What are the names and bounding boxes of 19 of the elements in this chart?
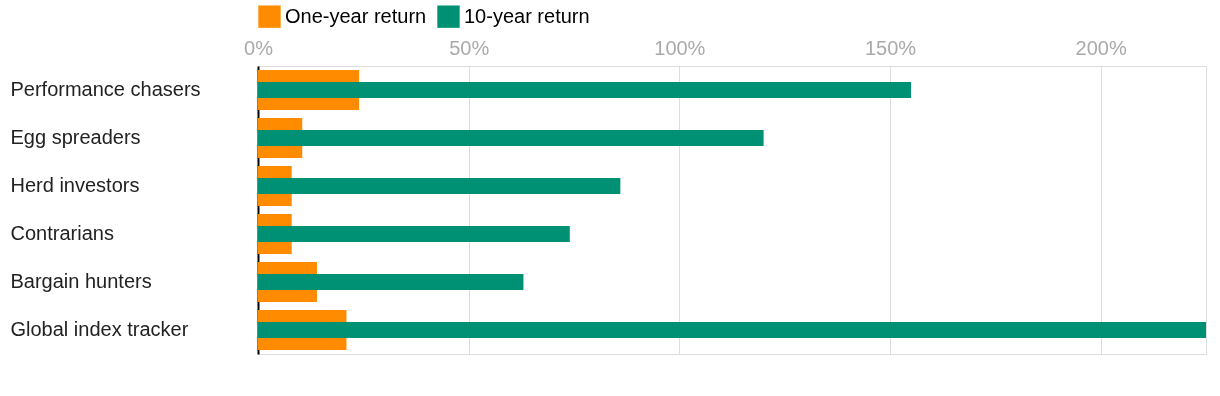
bar [258,130,764,146]
bar [258,178,621,194]
x-tick-label: 50% [449,36,490,59]
x-tick-label: 100% [654,36,706,59]
y-tick-label: Egg spreaders [10,126,141,148]
bar [258,82,912,98]
y-tick-label: Bargain hunters [10,270,152,292]
bar [258,226,570,242]
y-tick-label: Contrarians [10,222,114,244]
bar [258,322,1206,338]
legend-label: 10-year return [464,4,590,27]
legend-label: One-year return [285,4,427,27]
y-tick-label: Global index tracker [10,318,189,340]
y-tick-label: Herd investors [10,174,140,196]
bar [258,274,524,290]
x-tick-label: 0% [244,36,274,59]
y-tick-label: Performance chasers [10,78,201,100]
x-tick-label: 150% [864,36,917,59]
x-tick-label: 200% [1075,36,1127,59]
